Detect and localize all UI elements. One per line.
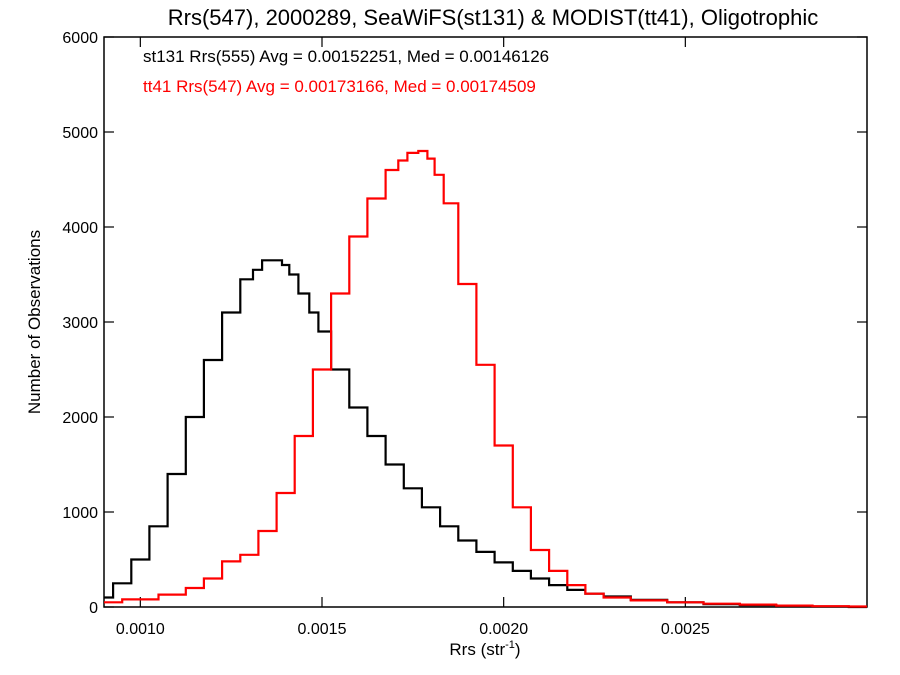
x-tick-label: 0.0010 [116,621,165,638]
legend-entry-1: st131 Rrs(555) Avg = 0.00152251, Med = 0… [143,47,549,66]
y-tick-label: 4000 [62,220,98,237]
x-tick-label: 0.0020 [479,621,528,638]
x-axis-label-end: ) [515,640,521,659]
legend-entry-2: tt41 Rrs(547) Avg = 0.00173166, Med = 0.… [143,77,536,96]
x-axis-label-main: Rrs (str [449,640,505,659]
y-tick-label: 2000 [62,410,98,427]
y-tick-label: 1000 [62,505,98,522]
x-tick-label: 0.0025 [661,621,710,638]
plot-area: 0.0010 0.0015 0.0020 0.0025 0 1000 2000 3000 40… [62,30,868,638]
series-st131-line [104,259,867,609]
series-layer [104,149,867,609]
y-tick-label: 6000 [62,30,98,47]
y-tick-label: 0 [89,600,98,617]
y-axis-label: Number of Observations [25,230,44,414]
x-axis-label: Rrs (str-1) [449,639,520,659]
y-axis-ticks: 0 1000 2000 3000 4000 5000 6000 [62,30,867,617]
x-axis-ticks: 0.0010 0.0015 0.0020 0.0025 [116,37,710,638]
plot-frame [103,36,868,608]
x-tick-label: 0.0015 [298,621,347,638]
series-tt41-line [104,149,867,608]
y-tick-label: 5000 [62,125,98,142]
y-tick-label: 3000 [62,315,98,332]
x-axis-label-sup: -1 [505,639,515,651]
chart-title: Rrs(547), 2000289, SeaWiFS(st131) & MODI… [168,5,818,30]
